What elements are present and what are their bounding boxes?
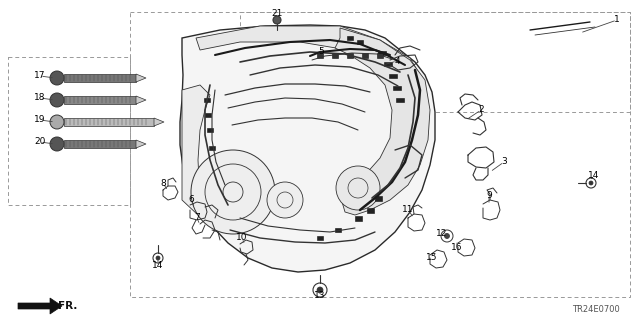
Text: 12: 12 xyxy=(436,229,448,239)
Text: 21: 21 xyxy=(271,9,283,18)
Circle shape xyxy=(50,71,64,85)
Text: 7: 7 xyxy=(194,213,200,222)
Bar xyxy=(377,53,383,58)
Polygon shape xyxy=(136,74,146,82)
Bar xyxy=(389,74,397,78)
Bar xyxy=(64,74,136,82)
Circle shape xyxy=(336,166,380,210)
Bar xyxy=(355,216,362,221)
Bar xyxy=(332,53,338,58)
Circle shape xyxy=(445,234,449,239)
Text: 20: 20 xyxy=(35,137,45,146)
Bar xyxy=(240,12,630,112)
Polygon shape xyxy=(154,118,164,126)
Bar xyxy=(384,62,392,66)
Polygon shape xyxy=(335,28,430,215)
Circle shape xyxy=(317,287,323,293)
Text: 17: 17 xyxy=(35,71,45,80)
Polygon shape xyxy=(196,26,420,78)
Bar xyxy=(8,57,130,205)
Bar xyxy=(367,208,374,213)
Bar xyxy=(209,146,215,150)
Text: 19: 19 xyxy=(35,115,45,124)
Text: 10: 10 xyxy=(236,234,248,242)
Bar xyxy=(207,128,213,132)
Text: 16: 16 xyxy=(451,243,463,253)
Polygon shape xyxy=(136,140,146,148)
Text: FR.: FR. xyxy=(58,301,77,311)
Circle shape xyxy=(50,93,64,107)
Text: 14: 14 xyxy=(152,261,164,270)
Text: 18: 18 xyxy=(35,93,45,102)
Text: 2: 2 xyxy=(478,106,484,115)
Polygon shape xyxy=(180,25,435,272)
Polygon shape xyxy=(182,85,225,230)
Bar xyxy=(347,36,353,40)
Bar xyxy=(205,113,211,117)
Bar xyxy=(317,236,323,240)
Text: TR24E0700: TR24E0700 xyxy=(572,306,620,315)
Bar xyxy=(130,12,630,297)
Bar xyxy=(204,98,210,102)
Text: 13: 13 xyxy=(314,292,326,300)
Bar xyxy=(347,53,353,58)
Bar xyxy=(335,228,341,232)
Text: 8: 8 xyxy=(160,179,166,188)
Polygon shape xyxy=(136,96,146,104)
Circle shape xyxy=(589,181,593,185)
Circle shape xyxy=(50,115,64,129)
Bar xyxy=(375,196,382,201)
Bar xyxy=(396,98,404,102)
Text: 11: 11 xyxy=(403,205,413,214)
Circle shape xyxy=(50,137,64,151)
Text: 15: 15 xyxy=(426,253,438,262)
Text: 6: 6 xyxy=(188,196,194,204)
Bar xyxy=(64,118,154,126)
Bar xyxy=(362,53,368,58)
Circle shape xyxy=(191,150,275,234)
Circle shape xyxy=(273,16,281,24)
Text: 1: 1 xyxy=(614,16,620,25)
Bar xyxy=(357,40,363,44)
Text: 3: 3 xyxy=(501,158,507,167)
Bar xyxy=(64,140,136,148)
Circle shape xyxy=(156,256,160,260)
Text: 14: 14 xyxy=(588,170,600,180)
Bar xyxy=(64,96,136,104)
Text: 9: 9 xyxy=(486,190,492,199)
Text: 5: 5 xyxy=(318,47,324,56)
Bar xyxy=(317,53,323,58)
Bar xyxy=(378,51,386,55)
Text: 4: 4 xyxy=(394,56,400,65)
Circle shape xyxy=(267,182,303,218)
Polygon shape xyxy=(18,298,62,314)
Bar xyxy=(393,86,401,90)
